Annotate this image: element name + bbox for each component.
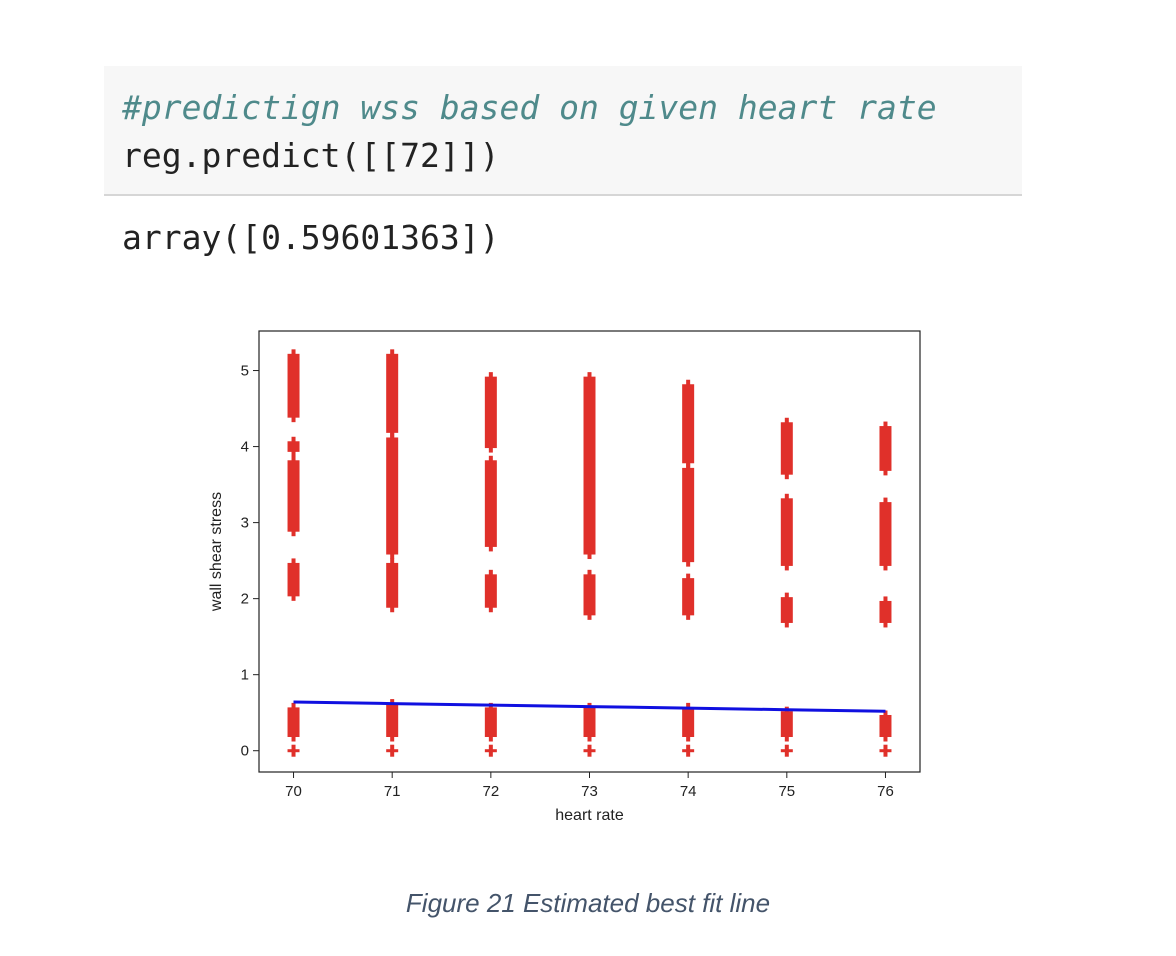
point-band	[587, 569, 592, 620]
point-band	[291, 349, 296, 423]
best-fit-line	[293, 700, 886, 713]
point-band	[784, 706, 789, 742]
point-band	[390, 699, 395, 742]
point-band	[291, 455, 296, 537]
point-band	[488, 455, 493, 552]
plot-frame	[258, 330, 921, 773]
point-band	[390, 349, 395, 438]
x-axis-label: heart rate	[555, 807, 624, 824]
point-band	[587, 702, 592, 742]
point-band	[291, 558, 296, 601]
y-tick-label: 4	[241, 439, 249, 456]
point-band	[686, 573, 691, 620]
point-band	[883, 421, 888, 476]
point-band	[488, 702, 493, 742]
y-tick-label: 0	[241, 743, 249, 760]
y-tick-label: 2	[241, 591, 249, 608]
point-band	[488, 569, 493, 613]
point-band	[587, 372, 592, 560]
point-band	[784, 744, 789, 757]
x-tick-label: 75	[778, 783, 795, 800]
point-band	[291, 436, 296, 457]
y-tick-label: 3	[241, 515, 249, 532]
point-band	[883, 744, 888, 757]
point-band	[784, 493, 789, 571]
point-band	[488, 372, 493, 453]
x-tick-label: 73	[581, 783, 598, 800]
point-band	[883, 497, 888, 571]
x-tick-label: 70	[285, 783, 302, 800]
point-band	[784, 592, 789, 628]
point-band	[587, 744, 592, 757]
point-band	[686, 379, 691, 468]
figure-caption: Figure 21 Estimated best fit line	[405, 888, 771, 918]
scatter-chart: 70 71 72 73 74 75 76 0 1 2 3 4 5 heart rate wall she…	[208, 330, 921, 824]
x-tick-label: 71	[384, 783, 401, 800]
code-line: reg.predict([[72]])	[122, 136, 500, 175]
code-comment: #predictign wss based on given heart rat…	[122, 88, 937, 127]
y-tick-label: 5	[241, 363, 249, 380]
point-band	[686, 744, 691, 757]
cell-output: array([0.59601363])	[122, 218, 500, 257]
point-band	[883, 596, 888, 628]
point-band	[390, 744, 395, 757]
point-band	[390, 558, 395, 613]
x-tick-label: 74	[680, 783, 697, 800]
point-band	[686, 463, 691, 567]
point-band	[883, 710, 888, 742]
axis-ticks: 70 71 72 73 74 75 76 0 1 2 3 4 5	[241, 363, 894, 800]
plot-marks	[287, 349, 892, 757]
point-band	[686, 702, 691, 742]
point-band	[784, 417, 789, 480]
point-band	[390, 432, 395, 560]
y-tick-label: 1	[241, 667, 249, 684]
point-band	[291, 702, 296, 742]
code-cell[interactable]: #predictign wss based on given heart rat…	[104, 66, 1022, 196]
point-band	[291, 744, 296, 757]
x-tick-label: 76	[877, 783, 894, 800]
x-tick-label: 72	[482, 783, 499, 800]
point-band	[488, 744, 493, 757]
y-axis-label: wall shear stress	[208, 492, 225, 612]
